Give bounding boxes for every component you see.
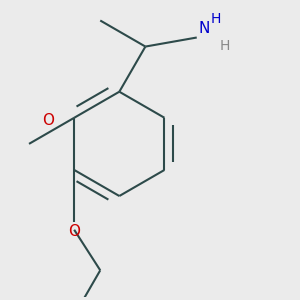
Text: H: H <box>220 39 230 53</box>
Text: N: N <box>198 21 210 36</box>
Text: H: H <box>211 12 221 26</box>
Text: O: O <box>43 113 55 128</box>
Text: O: O <box>68 224 80 238</box>
